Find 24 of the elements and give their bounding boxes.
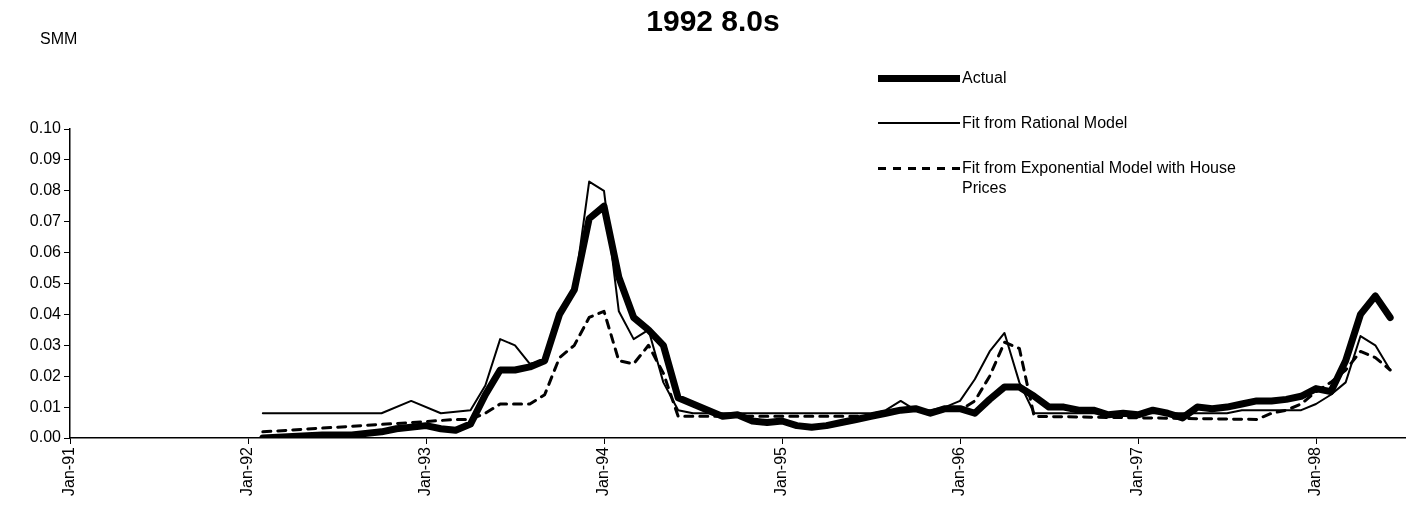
x-tick-label: Jan-94 <box>594 446 612 496</box>
legend-label: Fit from Rational Model <box>962 113 1129 133</box>
y-tick-label: 0.01 <box>29 397 62 415</box>
y-tick-label: 0.02 <box>29 366 62 384</box>
y-tick-label: 0.07 <box>29 212 62 230</box>
x-tick-label: Jan-93 <box>416 446 434 496</box>
x-tick-label: Jan-96 <box>950 446 968 496</box>
x-tick-label: Jan-95 <box>772 446 790 496</box>
x-tick-label: Jan-98 <box>1306 446 1324 496</box>
x-tick-label: Jan-97 <box>1128 446 1146 496</box>
y-tick-label: 0.06 <box>29 243 62 261</box>
y-tick-label: 0.00 <box>29 428 62 446</box>
y-tick-label: 0.05 <box>29 273 62 291</box>
y-tick-label: 0.08 <box>29 181 62 199</box>
x-tick-label: Jan-92 <box>238 446 256 496</box>
chart-title: 1992 8.0s <box>646 4 780 38</box>
legend-label: Fit from Exponential Model with House Prices <box>962 158 1237 198</box>
legend-label: Actual <box>962 68 1008 88</box>
y-tick-label: 0.04 <box>29 304 62 322</box>
x-tick-label: Jan-91 <box>60 446 78 496</box>
y-axis-title: SMM <box>40 30 78 48</box>
y-tick-label: 0.10 <box>29 119 62 137</box>
y-tick-label: 0.03 <box>29 335 62 353</box>
y-tick-label: 0.09 <box>29 150 62 168</box>
